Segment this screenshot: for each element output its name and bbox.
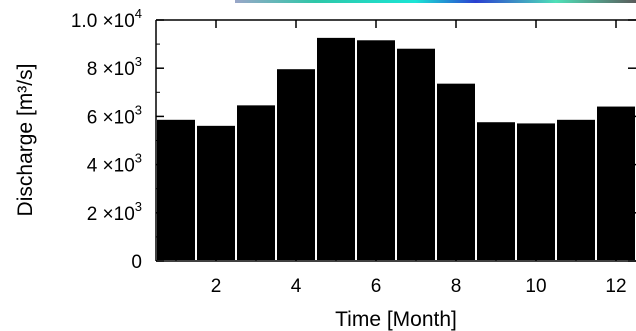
y-tick-label-10000: 1.0 ×104: [71, 6, 142, 32]
bar-month-12: [595, 104, 636, 263]
bar-month-3: [235, 103, 277, 262]
x-tick-label-6: 6: [371, 276, 382, 297]
x-ticks-group: 2 4 6 8 10 12: [175, 20, 627, 297]
top-image-strip: [235, 0, 636, 3]
x-tick-label-12: 12: [605, 276, 626, 297]
y-tick-label-0: 0: [131, 252, 142, 273]
x-tick-label-4: 4: [291, 276, 302, 297]
y-tick-label-8000: 8 ×103: [87, 54, 142, 80]
bar-month-11: [555, 117, 597, 262]
bar-month-9: [475, 120, 517, 262]
bar-month-7: [395, 46, 437, 263]
bar-month-10: [515, 121, 557, 262]
bar-month-6: [355, 38, 397, 262]
x-tick-label-10: 10: [525, 276, 546, 297]
y-tick-label-4000: 4 ×103: [87, 151, 142, 177]
bar-month-8: [435, 81, 477, 262]
y-ticks-group: 0 2 ×103 4 ×103 6 ×103 8 ×103 1.0 ×104: [71, 6, 636, 273]
bar-month-5: [315, 35, 357, 263]
x-tick-label-8: 8: [451, 276, 462, 297]
bar-month-4: [275, 67, 317, 262]
bars-group: [155, 35, 636, 263]
x-axis-title: Time [Month]: [335, 308, 457, 331]
y-axis-title: Discharge [m³/s]: [14, 64, 37, 217]
bar-month-2: [195, 123, 237, 262]
y-tick-label-2000: 2 ×103: [87, 199, 142, 225]
bar-month-1: [155, 117, 197, 262]
y-tick-label-6000: 6 ×103: [87, 102, 142, 128]
x-tick-label-2: 2: [211, 276, 222, 297]
